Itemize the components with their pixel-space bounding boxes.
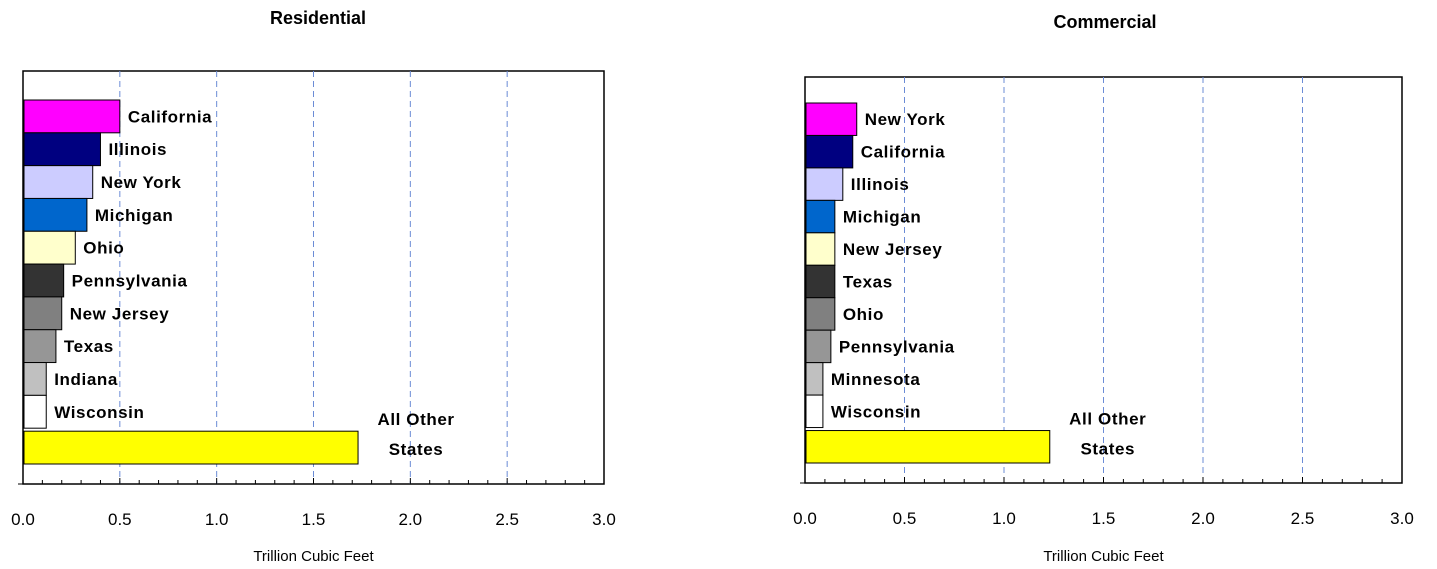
chart-title: Commercial xyxy=(1053,12,1156,32)
x-tick-label: 0.5 xyxy=(893,509,917,528)
bar-texas xyxy=(23,329,57,364)
bar-label: Texas xyxy=(843,273,893,292)
x-tick-label: 0.0 xyxy=(793,509,817,528)
x-tick-label: 2.0 xyxy=(1191,509,1215,528)
bar-label-line: All Other xyxy=(1069,410,1146,429)
bar-label: Ohio xyxy=(83,239,124,258)
bar-label: California xyxy=(128,107,212,126)
residential-chart: Residential 0.0 0.5 1.0 1.5 2.0 2.5 3.0 Trillion… xyxy=(11,8,616,565)
x-tick-label: 1.5 xyxy=(302,510,326,529)
bar-label: New Jersey xyxy=(843,240,943,259)
bar-wisconsin xyxy=(805,394,824,429)
bar-wisconsin xyxy=(23,394,47,429)
bar-label: Illinois xyxy=(108,140,167,159)
x-axis-label: Trillion Cubic Feet xyxy=(1043,548,1164,565)
bar-ohio xyxy=(805,297,836,331)
bar-new-york xyxy=(23,165,94,199)
x-tick-label: 0.0 xyxy=(11,510,35,529)
bar-pennsylvania xyxy=(805,329,832,364)
bar-label: Michigan xyxy=(843,208,921,227)
commercial-chart: Commercial 0.0 0.5 1.0 1.5 2.0 2.5 3.0 Trillion … xyxy=(793,12,1414,565)
x-tick-label: 1.0 xyxy=(205,510,229,529)
bar-new-york xyxy=(805,102,858,136)
bar-ohio xyxy=(23,230,76,265)
bar-illinois xyxy=(805,167,844,201)
bar-california xyxy=(805,134,854,169)
x-axis-label: Trillion Cubic Feet xyxy=(253,548,374,565)
bar-label: Pennsylvania xyxy=(839,337,955,356)
bar-label-line: States xyxy=(389,440,444,459)
bar-label: New York xyxy=(101,173,182,192)
bar-all-other-states xyxy=(23,430,359,465)
bar-label: California xyxy=(861,143,945,162)
x-tick-label: 2.5 xyxy=(495,510,519,529)
bar-all-other-states xyxy=(805,430,1051,464)
bar-texas xyxy=(805,264,836,299)
bar-label: Indiana xyxy=(54,370,118,389)
x-tick-label: 3.0 xyxy=(592,510,616,529)
x-tick-label: 2.0 xyxy=(399,510,423,529)
x-tick-label: 2.5 xyxy=(1291,509,1315,528)
bar-michigan xyxy=(805,199,836,234)
bar-label: New York xyxy=(865,110,946,129)
bar-label: All Other States xyxy=(1069,410,1146,459)
bar-label: Texas xyxy=(64,337,114,356)
bar-minnesota xyxy=(805,362,824,396)
bar-label: Pennsylvania xyxy=(72,272,188,291)
bar-label: New Jersey xyxy=(70,304,170,323)
bar-new-jersey xyxy=(805,232,836,266)
x-tick-label: 3.0 xyxy=(1390,509,1414,528)
bar-label: Michigan xyxy=(95,206,173,225)
bar-label: Wisconsin xyxy=(831,402,921,421)
bar-illinois xyxy=(23,132,101,167)
x-tick-label: 1.5 xyxy=(1092,509,1116,528)
bar-label: Wisconsin xyxy=(54,403,144,422)
bar-label: Minnesota xyxy=(831,370,920,389)
bar-pennsylvania xyxy=(23,263,65,298)
bar-label: Illinois xyxy=(851,175,910,194)
bar-label: All Other States xyxy=(377,410,454,459)
x-tick-label: 1.0 xyxy=(992,509,1016,528)
bar-indiana xyxy=(23,362,47,396)
bar-new-jersey xyxy=(23,296,63,331)
x-tick-label: 0.5 xyxy=(108,510,132,529)
bar-label-line: All Other xyxy=(377,410,454,429)
bar-label-line: States xyxy=(1080,440,1135,459)
chart-title: Residential xyxy=(270,8,366,28)
bar-michigan xyxy=(23,197,88,232)
bar-california xyxy=(23,99,121,134)
bar-label: Ohio xyxy=(843,305,884,324)
